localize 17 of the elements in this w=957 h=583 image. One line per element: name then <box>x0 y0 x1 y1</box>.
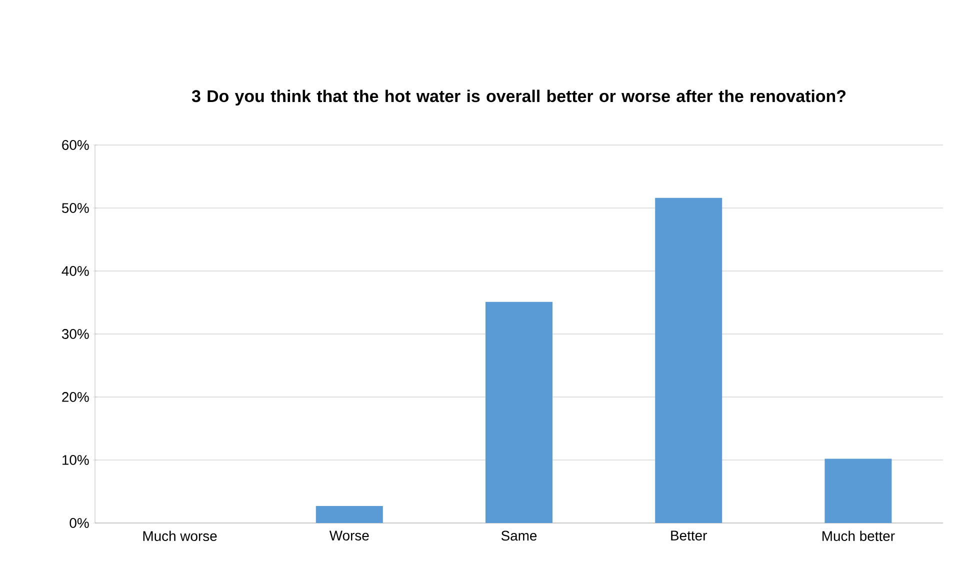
y-tick-label: 40% <box>62 266 89 276</box>
y-tick-label: 60% <box>62 140 89 150</box>
x-tick-label: Better <box>671 530 707 541</box>
x-tick-label: Much better <box>822 530 895 542</box>
y-tick-label: 10% <box>62 455 89 465</box>
y-tick-label: 20% <box>62 392 89 402</box>
bar <box>655 198 722 523</box>
bar <box>824 458 892 523</box>
x-tick-label: Worse <box>329 530 369 541</box>
x-tick-label: Same <box>501 530 537 541</box>
y-tick-label: 0% <box>70 518 89 528</box>
bar <box>486 302 553 523</box>
y-tick-label: 50% <box>62 203 89 213</box>
y-tick-label: 30% <box>62 329 89 339</box>
x-tick-label: Much worse <box>143 530 217 542</box>
bar <box>316 506 383 523</box>
chart-title: 3 Do you think that the hot water is overall better or worse after the renovation? <box>192 90 846 106</box>
